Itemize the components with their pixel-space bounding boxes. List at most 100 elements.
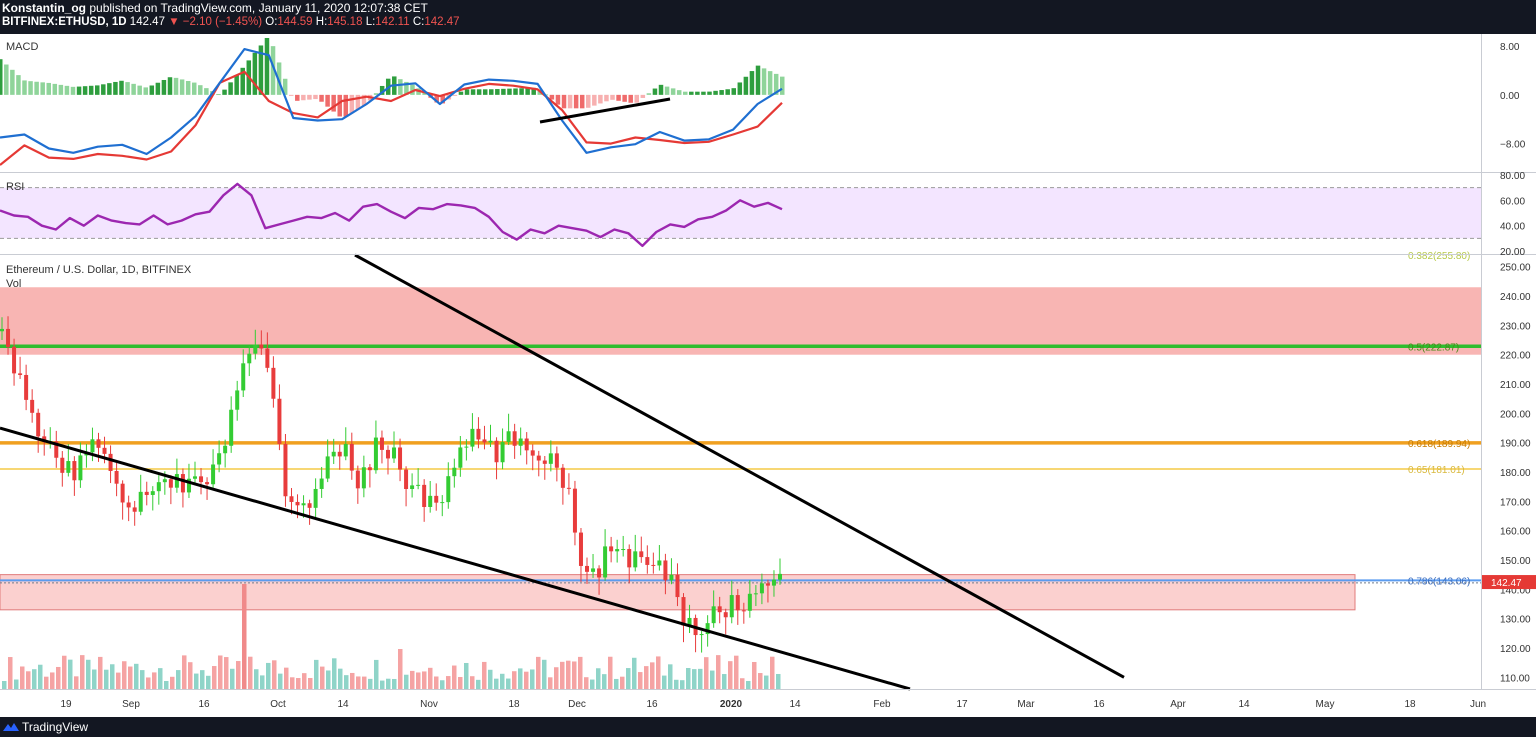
macd-histogram-bar bbox=[458, 91, 464, 95]
macd-histogram-bar bbox=[482, 89, 488, 95]
macd-histogram-bar bbox=[40, 82, 45, 95]
macd-histogram-bar bbox=[749, 71, 755, 95]
fib-level-label: 0.786(143.06) bbox=[1408, 576, 1470, 587]
macd-histogram-bar bbox=[646, 93, 652, 95]
volume-bar bbox=[158, 668, 163, 689]
time-axis-tick: 14 bbox=[789, 699, 801, 710]
upper-trendline bbox=[354, 253, 1125, 679]
price-axis-tick: 180.00 bbox=[1500, 468, 1531, 479]
volume-bar bbox=[578, 656, 583, 689]
macd-axis-tick: 0.00 bbox=[1500, 91, 1520, 102]
volume-bar bbox=[446, 676, 451, 689]
author-name[interactable]: Konstantin_og bbox=[2, 1, 86, 15]
macd-histogram-bar bbox=[167, 77, 173, 95]
macd-histogram-bar bbox=[361, 94, 367, 107]
volume-bar bbox=[344, 675, 349, 689]
rsi-axis-tick: 20.00 bbox=[1500, 247, 1525, 258]
candle-body bbox=[379, 437, 384, 450]
volume-bar bbox=[662, 675, 667, 689]
time-axis-tick: Feb bbox=[873, 699, 891, 710]
low-value: 142.11 bbox=[375, 16, 410, 28]
volume-bar bbox=[74, 676, 79, 689]
candle-body bbox=[416, 484, 421, 486]
candle-body bbox=[205, 482, 210, 485]
fib-level-label: 0.618(189.94) bbox=[1408, 439, 1470, 450]
volume-bar bbox=[398, 649, 403, 689]
time-axis[interactable]: 19 Sep 16 Oct 14 Nov 18 Dec 16 2020 14 Feb 17 Mar 16 Ap… bbox=[60, 699, 1486, 710]
volume-bar bbox=[284, 667, 289, 689]
candle-body bbox=[518, 438, 523, 446]
change-value: −2.10 (−1.45%) bbox=[182, 16, 263, 28]
candle-body bbox=[536, 455, 541, 461]
macd-histogram-bar bbox=[743, 76, 749, 95]
high-label: H: bbox=[315, 16, 328, 28]
candle-body bbox=[337, 451, 342, 457]
price-axis[interactable]: 8.00 0.00 −8.00 80.00 60.00 40.00 20.00 250.00 2… bbox=[0, 34, 1536, 690]
volume-bar bbox=[200, 670, 205, 689]
volume-bar bbox=[224, 657, 229, 689]
candle-body bbox=[90, 439, 95, 453]
macd-histogram-bar bbox=[561, 94, 567, 109]
macd-histogram-bar bbox=[325, 94, 330, 107]
macd-histogram-bar bbox=[216, 94, 221, 96]
macd-histogram-bar bbox=[143, 87, 148, 95]
macd-histogram-bar bbox=[288, 94, 294, 96]
candle-body bbox=[168, 479, 173, 488]
last-price-tag-label: 142.47 bbox=[1491, 578, 1522, 589]
candle-body bbox=[494, 440, 499, 463]
macd-histogram-bar bbox=[379, 85, 385, 95]
time-axis-tick: Oct bbox=[270, 699, 286, 710]
candle-body bbox=[572, 488, 577, 533]
macd-histogram-bar bbox=[598, 94, 603, 104]
volume-bar bbox=[50, 672, 55, 689]
candle-body bbox=[192, 476, 197, 479]
volume-bar bbox=[752, 661, 757, 689]
macd-histogram-bar bbox=[652, 88, 658, 95]
candle-body bbox=[476, 428, 481, 440]
signal-line bbox=[0, 70, 783, 166]
high-value: 145.18 bbox=[327, 16, 363, 28]
macd-histogram-bar bbox=[58, 84, 64, 95]
candle-body bbox=[530, 450, 535, 456]
rsi-axis-tick: 60.00 bbox=[1500, 196, 1525, 207]
macd-histogram-bar bbox=[731, 88, 737, 95]
price-axis-tick: 170.00 bbox=[1500, 497, 1531, 508]
volume-bar bbox=[332, 658, 337, 689]
macd-histogram-bar bbox=[101, 84, 106, 95]
macd-histogram-bar bbox=[452, 94, 458, 96]
candle-body bbox=[66, 461, 71, 473]
volume-bar bbox=[218, 655, 223, 689]
volume-bar bbox=[530, 669, 535, 689]
candle-body bbox=[277, 398, 282, 444]
price-axis-tick: 230.00 bbox=[1500, 321, 1531, 332]
price-axis-tick: 140.00 bbox=[1500, 585, 1531, 596]
time-axis-tick: 18 bbox=[508, 699, 520, 710]
volume-bar bbox=[518, 668, 523, 689]
candle-body bbox=[434, 495, 439, 503]
volume-bar bbox=[290, 677, 295, 689]
macd-histogram-bar bbox=[191, 82, 197, 95]
macd-histogram-bar bbox=[695, 91, 700, 95]
macd-histogram-bar bbox=[349, 94, 355, 114]
macd-histogram-bar bbox=[264, 37, 270, 95]
volume-bar bbox=[98, 656, 103, 689]
candle-body bbox=[301, 503, 306, 506]
price-axis-tick: 240.00 bbox=[1500, 292, 1531, 303]
symbol-label[interactable]: BITFINEX:ETHUSD, 1D bbox=[2, 16, 127, 28]
volume-bar bbox=[494, 678, 499, 689]
volume-bar bbox=[770, 656, 775, 689]
volume-bar bbox=[266, 662, 271, 689]
volume-bar bbox=[416, 672, 421, 689]
macd-histogram-bar bbox=[295, 94, 300, 101]
candle-body bbox=[126, 502, 131, 508]
macd-histogram-bar bbox=[713, 90, 718, 95]
volume-bar bbox=[746, 680, 751, 689]
candle-body bbox=[331, 451, 336, 457]
chart-canvas[interactable]: MACD RSI Ethereum / U.S. Dollar, 1D, BIT… bbox=[0, 34, 1536, 717]
volume-bar bbox=[512, 671, 517, 689]
macd-histogram-bar bbox=[610, 94, 615, 100]
macd-histogram-bar bbox=[586, 94, 591, 108]
brand-label[interactable]: TradingView bbox=[22, 720, 89, 734]
volume-bar bbox=[728, 661, 733, 689]
macd-histogram-bar bbox=[185, 81, 191, 95]
